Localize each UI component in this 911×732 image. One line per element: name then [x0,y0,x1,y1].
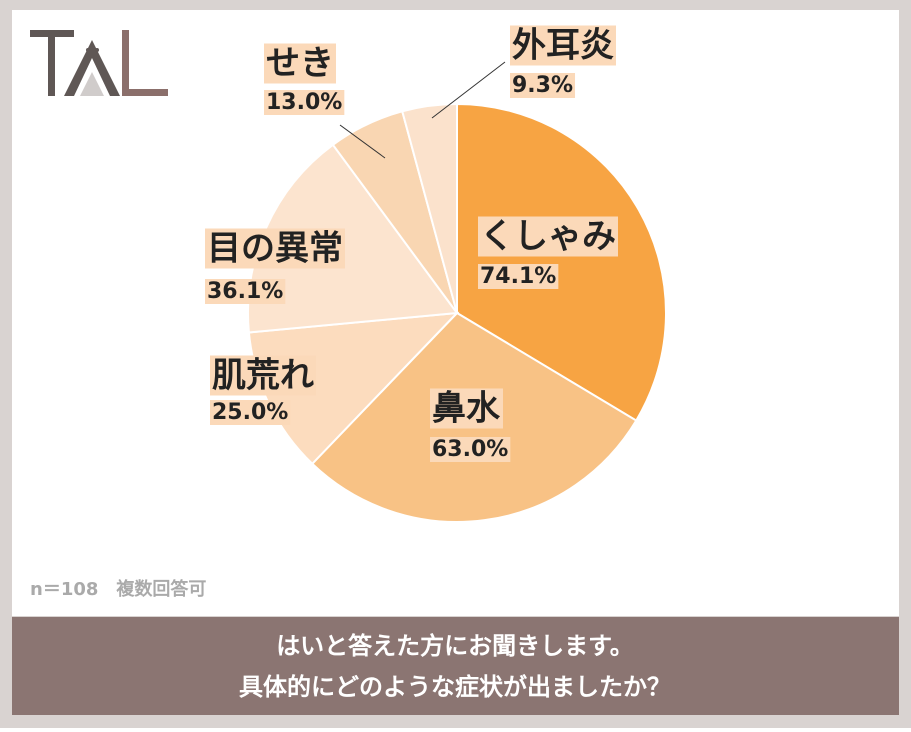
logo [30,30,168,96]
pie-slice [456,102,667,422]
slice-label-bg [510,25,616,66]
slice-label-bg [430,388,503,429]
title-line: はいと答えた方にお聞きします。 [276,632,634,660]
leader-line [339,124,386,159]
value-label: 63.0% [432,437,508,462]
value-label: 74.1% [480,264,556,289]
slice-label-bg [210,355,316,396]
slice-label: 外耳炎 [512,26,614,66]
note: n＝108 複数回答可 [30,578,206,600]
value-label: 25.0% [212,400,288,425]
value-label: 13.0% [266,90,342,115]
leader-line [431,61,506,119]
value-label: 9.3% [512,73,573,98]
value-label-bg [510,73,576,98]
slice-label-bg [264,43,336,84]
value-label-bg [205,279,286,304]
value-label-bg [210,400,291,425]
slice-label: 鼻水 [432,389,501,429]
slice-label: せき [266,44,334,84]
value-label-bg [478,264,559,289]
slice-label-bg [478,216,618,257]
slice-label-bg [205,228,345,269]
value-label-bg [264,90,345,115]
banner [12,617,899,715]
slice-label: 肌荒れ [212,356,314,396]
title-line: 具体的にどのような症状が出ましたか？ [239,673,671,701]
slice-label: くしゃみ [480,217,616,257]
pie-slice [401,102,458,314]
value-label-bg [430,437,511,462]
slice-label: 目の異常 [207,229,343,269]
pie-slice [247,143,459,334]
value-label: 36.1% [207,279,283,304]
